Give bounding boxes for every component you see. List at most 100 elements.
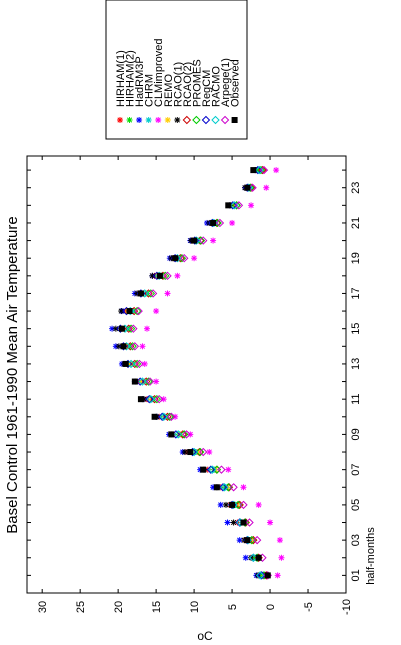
x-tick-label: 13 bbox=[350, 358, 362, 370]
data-point bbox=[252, 535, 262, 545]
x-tick-label: 03 bbox=[350, 534, 362, 546]
data-point bbox=[159, 412, 168, 421]
x-tick-label: 01 bbox=[350, 569, 362, 581]
legend-marker bbox=[155, 117, 162, 123]
legend-label: Arpege(1) bbox=[220, 58, 232, 107]
data-point bbox=[255, 554, 262, 561]
data-point bbox=[134, 306, 143, 316]
data-point bbox=[137, 396, 144, 403]
data-point bbox=[164, 290, 171, 297]
data-point bbox=[208, 465, 217, 474]
data-point bbox=[174, 272, 181, 279]
data-point bbox=[218, 483, 228, 492]
data-point bbox=[118, 325, 125, 332]
data-point bbox=[278, 554, 285, 561]
y-axis-ticks: -10 -5 0 5 10 15 20 25 30 bbox=[37, 156, 353, 615]
data-point bbox=[180, 253, 189, 263]
legend-marker bbox=[164, 117, 171, 123]
data-point bbox=[126, 308, 133, 315]
y-tick-label: 10 bbox=[189, 601, 201, 613]
legend-marker bbox=[136, 117, 143, 123]
legend-marker bbox=[174, 117, 181, 123]
data-point bbox=[199, 236, 208, 245]
data-point bbox=[152, 394, 162, 404]
y-tick-label: 0 bbox=[265, 604, 277, 610]
data-point bbox=[149, 272, 156, 279]
data-point bbox=[181, 449, 188, 456]
data-point bbox=[234, 201, 244, 210]
data-point bbox=[137, 290, 144, 297]
data-point bbox=[144, 325, 151, 332]
data-point bbox=[236, 537, 243, 544]
data-point bbox=[122, 360, 129, 367]
x-tick-label: 21 bbox=[350, 217, 362, 229]
data-point bbox=[276, 537, 283, 544]
data-point bbox=[187, 449, 194, 456]
data-point bbox=[217, 465, 226, 474]
x-tick-label: 09 bbox=[350, 428, 362, 440]
data-point bbox=[156, 272, 163, 279]
legend-label: CLMimproved bbox=[153, 39, 165, 107]
legend-label: RCAO(2) bbox=[182, 62, 194, 107]
x-tick-label: 15 bbox=[350, 323, 362, 335]
legend-marker bbox=[220, 115, 230, 125]
data-point bbox=[148, 289, 158, 298]
data-point bbox=[144, 377, 153, 386]
data-point bbox=[224, 519, 231, 526]
legend-marker bbox=[201, 115, 211, 125]
data-point bbox=[145, 394, 154, 404]
data-point bbox=[126, 324, 136, 333]
data-point bbox=[255, 501, 262, 508]
data-point bbox=[199, 447, 208, 457]
chart-title: Basel Control 1961-1990 Mean Air Tempera… bbox=[4, 216, 21, 533]
x-tick-label: 19 bbox=[350, 252, 362, 264]
data-point bbox=[109, 325, 116, 332]
legend-label: PROMES bbox=[191, 59, 203, 107]
data-point bbox=[138, 377, 147, 386]
data-point bbox=[210, 237, 217, 244]
data-point bbox=[206, 449, 213, 456]
data-point bbox=[245, 518, 254, 527]
data-point bbox=[229, 483, 238, 492]
data-point bbox=[242, 554, 249, 561]
y-axis-label: oC bbox=[197, 629, 213, 643]
data-point bbox=[256, 165, 266, 175]
plot-area bbox=[26, 155, 347, 594]
x-tick-label: 17 bbox=[350, 287, 362, 299]
data-point bbox=[173, 430, 183, 439]
data-point bbox=[191, 237, 198, 244]
legend-label: HIRHAM(1) bbox=[115, 50, 127, 107]
data-point bbox=[130, 342, 140, 351]
data-point bbox=[250, 167, 257, 174]
data-point bbox=[220, 483, 229, 492]
data-point bbox=[195, 447, 205, 457]
data-point bbox=[235, 500, 244, 510]
x-tick-label: 23 bbox=[350, 182, 362, 194]
x-tick-label: 11 bbox=[350, 393, 362, 404]
data-point bbox=[132, 359, 142, 369]
legend-label: RegCM bbox=[201, 70, 213, 107]
data-point bbox=[206, 465, 216, 474]
legend-label: RCAO(1) bbox=[172, 62, 184, 107]
data-point bbox=[232, 201, 241, 210]
data-point bbox=[244, 184, 251, 191]
data-point bbox=[151, 413, 158, 420]
data-point bbox=[112, 325, 119, 332]
data-point bbox=[146, 289, 156, 298]
y-tick-label: -10 bbox=[341, 599, 353, 615]
data-point bbox=[146, 394, 156, 404]
data-point bbox=[225, 466, 232, 473]
data-point bbox=[273, 167, 280, 174]
data-point bbox=[160, 396, 167, 403]
data-point bbox=[259, 165, 269, 175]
legend-label: HadRM3P bbox=[134, 56, 146, 107]
data-point bbox=[128, 342, 137, 351]
data-point bbox=[263, 184, 270, 191]
data-point bbox=[157, 412, 167, 421]
legend-label: Observed bbox=[230, 59, 242, 107]
y-tick-label: 20 bbox=[113, 601, 125, 613]
data-point bbox=[182, 430, 191, 439]
data-point bbox=[180, 430, 189, 439]
legend-label: HIRHAM(2) bbox=[125, 50, 137, 107]
